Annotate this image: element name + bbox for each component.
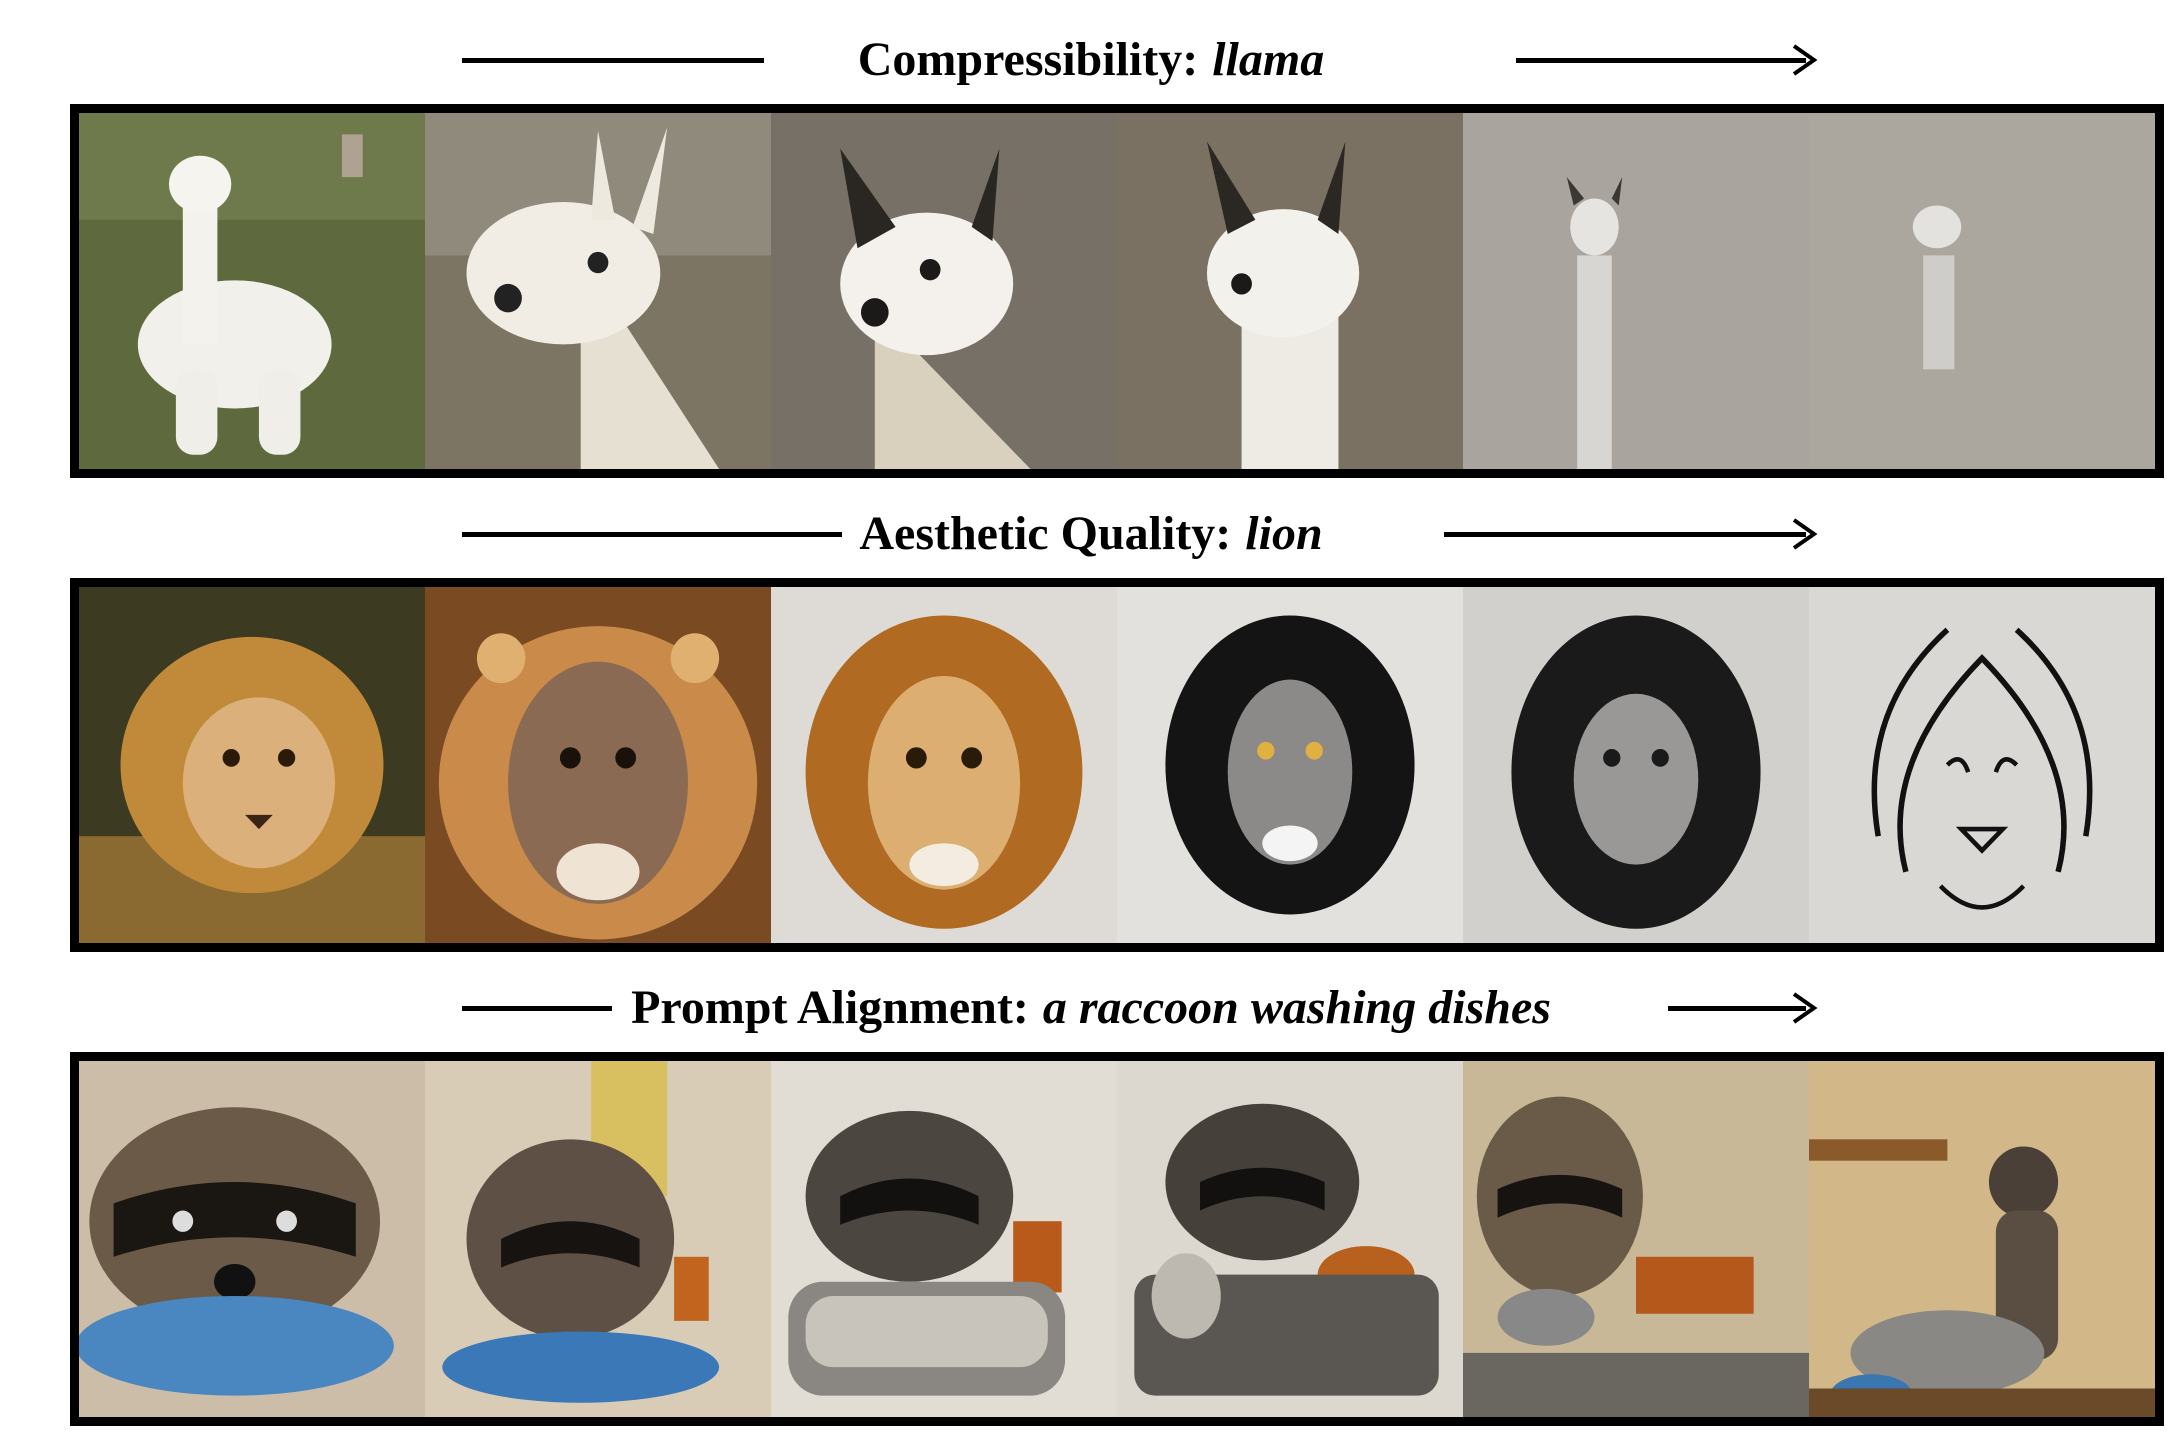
prompt-label: lion	[1245, 507, 1323, 560]
lion-sample-5	[1463, 587, 1809, 943]
llama-sample-6	[1809, 113, 2155, 469]
metric-label: Prompt Alignment:	[631, 981, 1029, 1034]
metric-label: Compressibility:	[857, 33, 1199, 86]
arrow-line-left	[462, 1006, 612, 1011]
row-header: Compressibility: llama	[0, 30, 2182, 90]
row-title: Compressibility: llama	[0, 30, 2182, 90]
arrow-line-left	[462, 532, 842, 537]
lion-sample-2	[425, 587, 771, 943]
row-header: Aesthetic Quality: lion	[0, 504, 2182, 564]
llama-sample-1	[79, 113, 425, 469]
raccoon-sample-4	[1117, 1061, 1463, 1417]
prompt-label: llama	[1212, 33, 1325, 86]
row-title: Prompt Alignment: a raccoon washing dishe…	[0, 978, 2182, 1038]
llama-sample-4	[1117, 113, 1463, 469]
raccoon-sample-6	[1809, 1061, 2155, 1417]
lion-sample-3	[771, 587, 1117, 943]
arrow-line-right	[1516, 58, 1806, 63]
image-strip	[70, 578, 2164, 952]
llama-sample-2	[425, 113, 771, 469]
llama-sample-3	[771, 113, 1117, 469]
raccoon-sample-2	[425, 1061, 771, 1417]
metric-label: Aesthetic Quality:	[859, 507, 1232, 560]
image-strip	[70, 104, 2164, 478]
lion-sample-4	[1117, 587, 1463, 943]
raccoon-sample-1	[79, 1061, 425, 1417]
raccoon-sample-5	[1463, 1061, 1809, 1417]
arrow-line-left	[462, 58, 764, 63]
arrow-line-right	[1668, 1006, 1806, 1011]
row-header: Prompt Alignment: a raccoon washing dishe…	[0, 978, 2182, 1038]
prompt-label: a raccoon washing dishes	[1042, 981, 1551, 1034]
image-strip	[70, 1052, 2164, 1426]
arrow-line-right	[1444, 532, 1806, 537]
lion-sample-6	[1809, 587, 2155, 943]
raccoon-sample-3	[771, 1061, 1117, 1417]
lion-sample-1	[79, 587, 425, 943]
row-title: Aesthetic Quality: lion	[0, 504, 2182, 564]
llama-sample-5	[1463, 113, 1809, 469]
